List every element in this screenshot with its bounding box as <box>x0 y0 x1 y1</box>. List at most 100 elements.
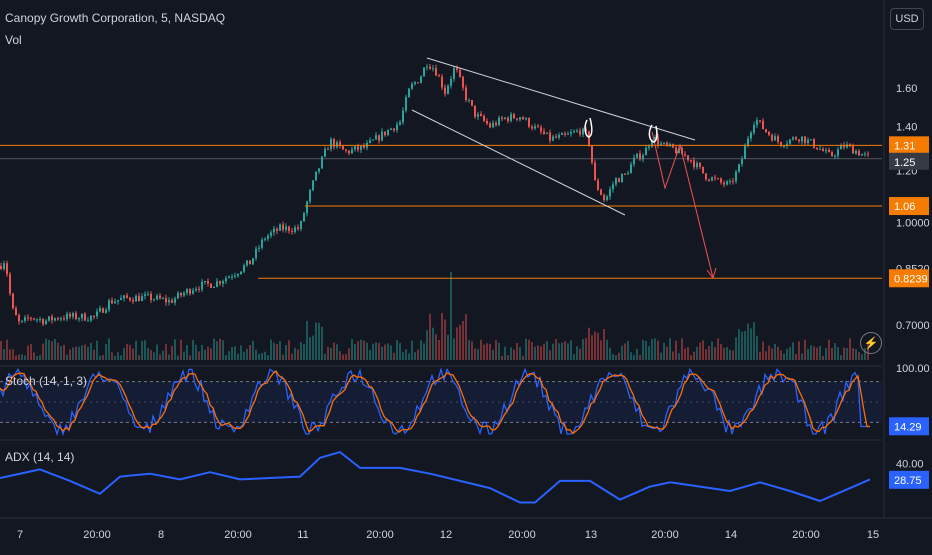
volume-bar <box>339 351 341 360</box>
volume-bar <box>120 355 122 360</box>
volume-bar <box>516 343 518 360</box>
candle-body <box>726 181 728 185</box>
candle-body <box>627 173 629 175</box>
volume-bar <box>540 346 542 360</box>
candle-body <box>429 66 431 69</box>
volume-bar <box>831 347 833 360</box>
candle-body <box>831 151 833 156</box>
candle-body <box>24 317 26 321</box>
candle-body <box>27 317 29 319</box>
candle-body <box>321 156 323 169</box>
candle-body <box>165 298 167 303</box>
volume-bar <box>627 340 629 360</box>
volume-bar <box>192 339 194 360</box>
time-tick-label: 20:00 <box>792 529 820 541</box>
volume-bar <box>264 351 266 360</box>
candle-body <box>489 123 491 128</box>
volume-bar <box>39 355 41 360</box>
volume-bar <box>672 351 674 360</box>
volume-bar <box>687 347 689 360</box>
candle-body <box>186 289 188 293</box>
volume-bar <box>405 349 407 360</box>
annotation-mark <box>648 124 658 143</box>
candle-body <box>576 130 578 132</box>
candle-body <box>558 134 560 138</box>
level-tag <box>889 269 929 288</box>
volume-bar <box>708 346 710 360</box>
candle-body <box>189 289 191 294</box>
candle-body <box>717 178 719 180</box>
candle-body <box>738 164 740 172</box>
volume-bar <box>156 344 158 360</box>
volume-bar <box>183 351 185 360</box>
volume-bar <box>210 348 212 360</box>
volume-bar <box>342 354 344 360</box>
volume-bar <box>777 346 779 360</box>
candle-body <box>537 126 539 128</box>
candle-body <box>270 232 272 236</box>
volume-bar <box>15 355 17 360</box>
symbol-title: Canopy Growth Corporation, 5, NASDAQ <box>5 11 226 25</box>
candle-body <box>393 128 395 131</box>
volume-bar <box>702 340 704 360</box>
candle-body <box>282 224 284 230</box>
candle-body <box>855 150 857 154</box>
volume-bar <box>222 340 224 360</box>
volume-bar <box>612 354 614 360</box>
level-tag <box>889 197 929 216</box>
candle-body <box>237 273 239 276</box>
level-tag-label: 1.31 <box>894 140 915 152</box>
candle-body <box>744 145 746 159</box>
volume-bar <box>420 340 422 360</box>
candle-body <box>363 145 365 148</box>
candle-body <box>825 149 827 152</box>
lightning-icon[interactable]: ⚡ <box>860 332 882 354</box>
candle-body <box>3 263 5 269</box>
volume-bar <box>249 344 251 360</box>
candle-body <box>84 313 86 321</box>
candle-body <box>42 319 44 325</box>
candle-body <box>108 300 110 310</box>
candle-body <box>549 132 551 141</box>
candle-body <box>711 177 713 181</box>
candle-body <box>774 136 776 141</box>
candle-body <box>72 313 74 317</box>
candle-body <box>195 288 197 291</box>
volume-bar <box>297 349 299 360</box>
candle-body <box>579 130 581 135</box>
candle-body <box>288 226 290 232</box>
candle-body <box>504 117 506 119</box>
candle-body <box>621 173 623 183</box>
volume-bar <box>42 343 44 360</box>
candle-body <box>39 319 41 321</box>
candle-body <box>705 173 707 180</box>
candle-body <box>342 145 344 150</box>
volume-bar <box>840 355 842 360</box>
annotation-mark <box>584 117 593 138</box>
volume-bar <box>387 343 389 360</box>
candle-body <box>318 168 320 172</box>
volume-bar <box>861 354 863 360</box>
volume-bar <box>189 355 191 360</box>
candle-body <box>807 139 809 144</box>
volume-bar <box>243 351 245 360</box>
volume-bar <box>234 346 236 360</box>
candle-body <box>630 164 632 174</box>
volume-bar <box>576 346 578 360</box>
volume-bar <box>51 341 53 360</box>
candle-body <box>729 181 731 183</box>
volume-bar <box>159 354 161 360</box>
volume-bar <box>435 334 437 360</box>
candle-body <box>330 139 332 149</box>
candle-body <box>375 135 377 140</box>
candle-body <box>384 131 386 136</box>
currency-button[interactable]: USD <box>890 8 924 30</box>
candle-body <box>753 125 755 133</box>
volume-bar <box>786 348 788 360</box>
volume-bar <box>765 351 767 360</box>
candle-body <box>435 68 437 76</box>
volume-bar <box>384 344 386 360</box>
candle-body <box>747 138 749 146</box>
